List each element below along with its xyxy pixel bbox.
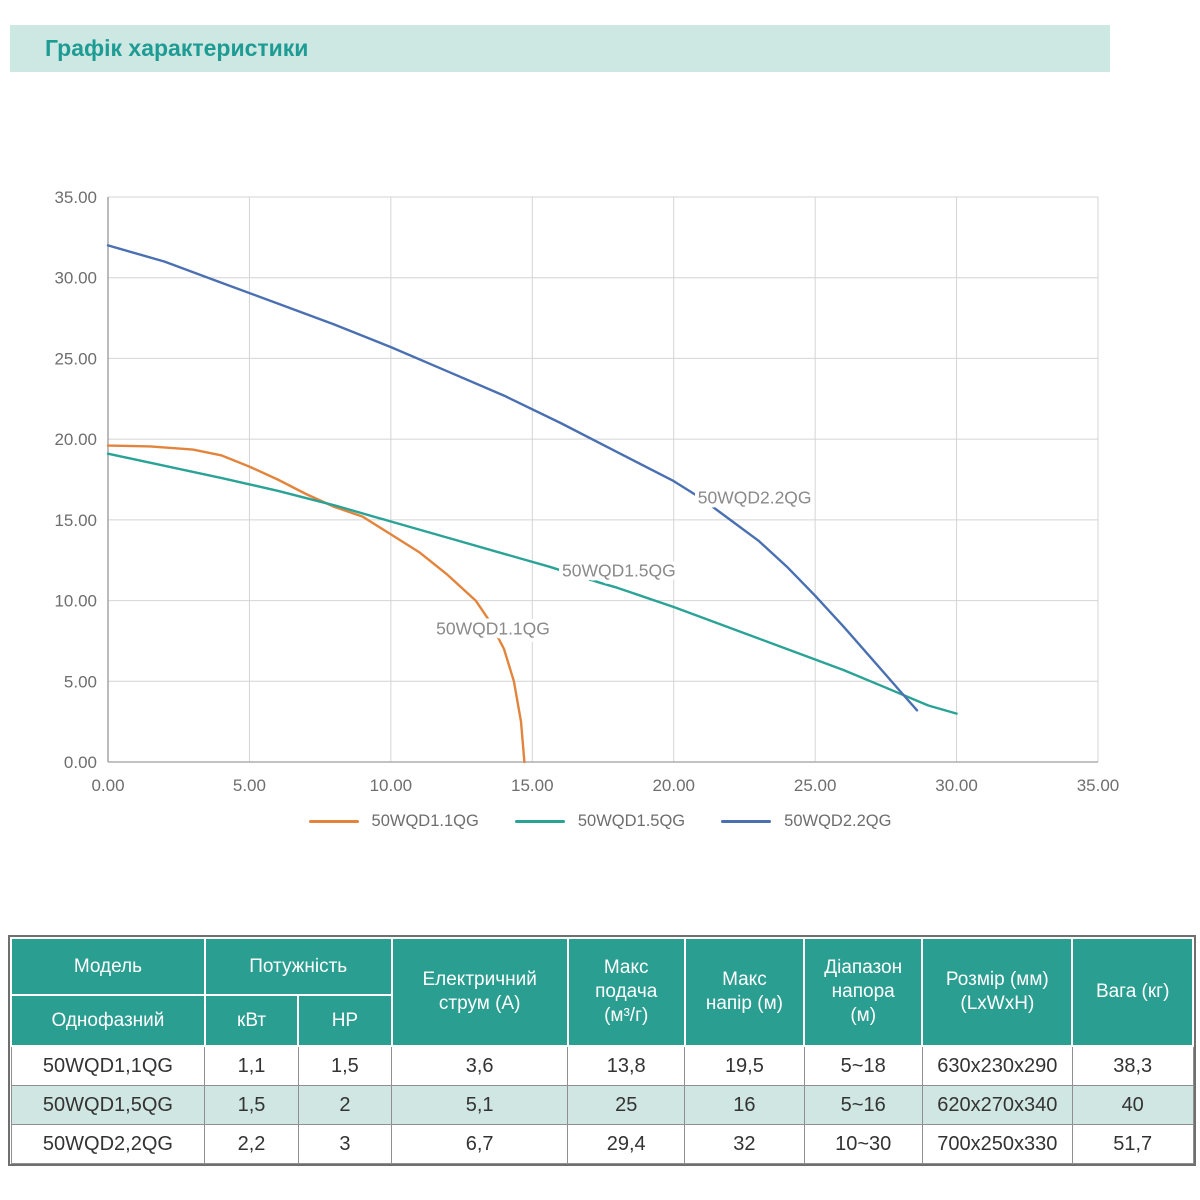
header-model-sub: Однофазний bbox=[10, 994, 206, 1047]
cell-head-range: 5~16 bbox=[803, 1085, 923, 1125]
chart-legend: 50WQD1.1QG 50WQD1.5QG 50WQD2.2QG bbox=[0, 812, 1200, 831]
cell-hp: 3 bbox=[297, 1124, 393, 1164]
x-tick-label: 0.00 bbox=[91, 776, 124, 795]
y-tick-label: 5.00 bbox=[64, 672, 97, 691]
cell-size: 630x230x290 bbox=[921, 1045, 1073, 1086]
y-tick-label: 20.00 bbox=[54, 430, 97, 449]
cell-model: 50WQD1,1QG bbox=[10, 1045, 206, 1086]
y-tick-label: 10.00 bbox=[54, 592, 97, 611]
legend-line-swatch bbox=[721, 820, 772, 823]
legend-line-swatch bbox=[308, 820, 359, 823]
table-row: 50WQD1,1QG 1,1 1,5 3,6 13,8 19,5 5~18 63… bbox=[10, 1045, 1194, 1086]
pump-curves-chart: 0.00 5.00 10.00 15.00 20.00 25.00 30.00 35.00 0.… bbox=[54, 188, 1120, 795]
series-curve-50WQD1.5QG bbox=[106, 452, 958, 715]
cell-kw: 2,2 bbox=[204, 1124, 299, 1164]
spec-table: Модель Потужність Електричний струм (А) … bbox=[8, 935, 1196, 1166]
cell-kw: 1,1 bbox=[204, 1045, 299, 1086]
cell-weight: 38,3 bbox=[1071, 1045, 1194, 1086]
header-power: Потужність bbox=[203, 937, 393, 996]
y-tick-label: 15.00 bbox=[54, 511, 97, 530]
cell-size: 620x270x340 bbox=[921, 1085, 1073, 1125]
x-tick-label: 10.00 bbox=[370, 776, 413, 795]
header-size: Розмір (мм) (LxWxH) bbox=[921, 937, 1074, 1047]
cell-max-flow: 13,8 bbox=[567, 1045, 686, 1086]
header-max-flow: Макс подача (м³/г) bbox=[566, 937, 686, 1047]
cell-max-head: 32 bbox=[684, 1124, 805, 1164]
cell-kw: 1,5 bbox=[204, 1085, 299, 1125]
cell-max-head: 19,5 bbox=[684, 1045, 805, 1086]
legend-label: 50WQD1.5QG bbox=[577, 812, 686, 830]
x-tick-label: 30.00 bbox=[935, 776, 978, 795]
legend-line-swatch bbox=[514, 820, 565, 823]
table-row: 50WQD2,2QG 2,2 3 6,7 29,4 32 10~30 700x2… bbox=[10, 1124, 1194, 1164]
cell-model: 50WQD2,2QG bbox=[10, 1124, 206, 1164]
cell-hp: 2 bbox=[297, 1085, 393, 1125]
title-banner: Графік характеристики bbox=[10, 25, 1110, 72]
header-head-range: Діапазон напора (м) bbox=[803, 937, 924, 1047]
legend-label: 50WQD2.2QG bbox=[784, 812, 892, 830]
cell-weight: 51,7 bbox=[1071, 1124, 1194, 1164]
cell-head-range: 10~30 bbox=[803, 1124, 923, 1164]
legend-label: 50WQD1.1QG bbox=[371, 812, 479, 830]
cell-max-head: 16 bbox=[684, 1085, 805, 1125]
cell-weight: 40 bbox=[1071, 1085, 1194, 1125]
x-tick-label: 15.00 bbox=[511, 776, 554, 795]
header-max-head: Макс напір (м) bbox=[683, 937, 806, 1047]
table-row: 50WQD1,5QG 1,5 2 5,1 25 16 5~16 620x270x… bbox=[10, 1085, 1194, 1125]
x-tick-label: 20.00 bbox=[652, 776, 695, 795]
header-weight: Вага (кг) bbox=[1071, 937, 1194, 1047]
curve-label: 50WQD1.5QG bbox=[562, 560, 676, 580]
cell-current: 6,7 bbox=[391, 1124, 569, 1164]
legend-item: 50WQD1.1QG bbox=[308, 812, 479, 831]
y-tick-label: 0.00 bbox=[64, 753, 97, 772]
y-tick-label: 30.00 bbox=[54, 269, 97, 288]
x-tick-label: 35.00 bbox=[1077, 776, 1120, 795]
cell-hp: 1,5 bbox=[297, 1045, 393, 1086]
legend-item: 50WQD2.2QG bbox=[721, 812, 891, 831]
cell-head-range: 5~18 bbox=[803, 1045, 923, 1086]
series-curve-50WQD1.1QG bbox=[106, 444, 526, 764]
x-tick-label: 5.00 bbox=[233, 776, 266, 795]
header-model: Модель bbox=[10, 937, 206, 996]
cell-current: 3,6 bbox=[391, 1045, 569, 1086]
legend-item: 50WQD1.5QG bbox=[514, 812, 686, 831]
header-hp: HP bbox=[297, 994, 393, 1047]
x-tick-label: 25.00 bbox=[794, 776, 837, 795]
series-curve-50WQD2.2QG bbox=[106, 244, 919, 712]
cell-max-flow: 29,4 bbox=[567, 1124, 686, 1164]
cell-size: 700x250x330 bbox=[921, 1124, 1073, 1164]
page-title: Графік характеристики bbox=[45, 35, 309, 61]
cell-model: 50WQD1,5QG bbox=[10, 1085, 206, 1125]
cell-current: 5,1 bbox=[391, 1085, 569, 1125]
y-tick-label: 25.00 bbox=[54, 349, 97, 368]
curve-label: 50WQD1.1QG bbox=[436, 618, 550, 638]
y-tick-label: 35.00 bbox=[54, 188, 97, 207]
header-current: Електричний струм (А) bbox=[390, 937, 569, 1047]
curve-label: 50WQD2.2QG bbox=[698, 488, 812, 508]
cell-max-flow: 25 bbox=[567, 1085, 686, 1125]
header-kw: кВт bbox=[203, 994, 300, 1047]
